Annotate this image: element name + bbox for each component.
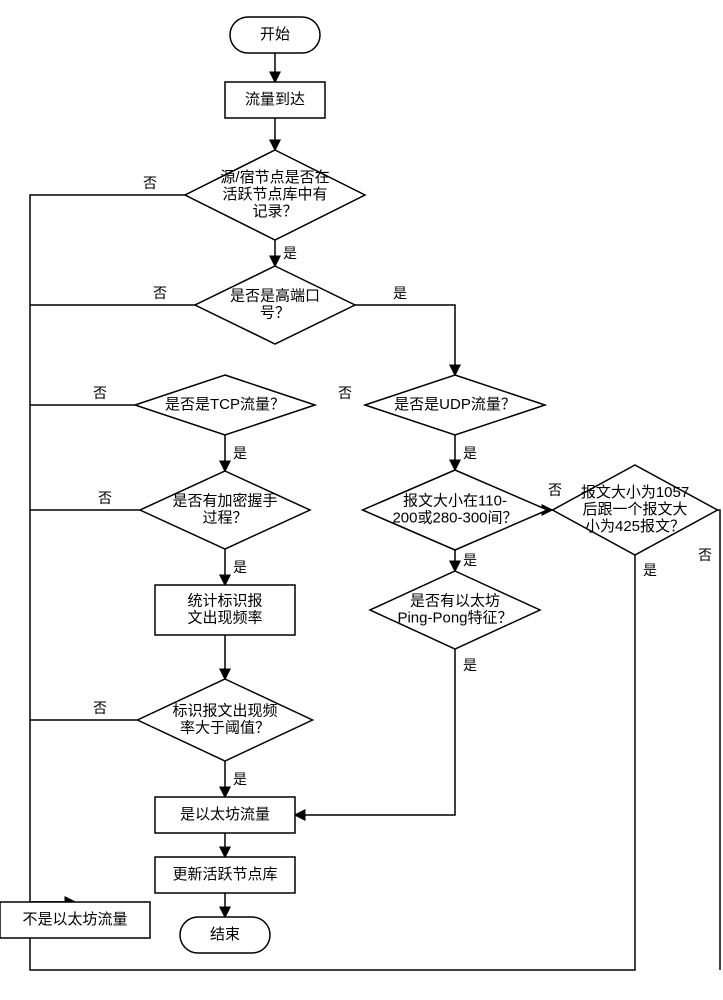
- flowchart-svg: 是否是否否是否是是否是否是是否是否开始流量到达源/宿节点是否在活跃节点库中有记录…: [0, 0, 723, 1000]
- node-label: 开始: [260, 26, 290, 43]
- node-d_pingpong: 是否有以太坊Ping-Pong特征？: [370, 571, 540, 649]
- node-label: 过程？: [202, 509, 247, 526]
- node-label: 更新活跃节点库: [172, 866, 277, 883]
- flow-edge: [717, 510, 720, 970]
- edge-label: 否: [338, 385, 352, 401]
- edge-label: 是: [463, 657, 477, 673]
- node-label: 流量到达: [245, 91, 305, 108]
- node-label: 是否有加密握手: [172, 492, 277, 509]
- node-label: 报文大小为1057: [581, 484, 689, 501]
- node-label: 号？: [260, 304, 290, 321]
- edge-label: 是: [283, 245, 297, 261]
- node-start: 开始: [230, 17, 320, 53]
- edge-label: 是: [233, 559, 247, 575]
- node-d_handshake: 是否有加密握手过程？: [140, 471, 310, 549]
- node-label: 小为425报文？: [585, 518, 685, 535]
- node-label: Ping-Pong特征？: [397, 609, 512, 626]
- edge-label: 是: [643, 562, 657, 578]
- node-d_active: 源/宿节点是否在活跃节点库中有记录？: [185, 150, 365, 240]
- edge-label: 否: [153, 285, 167, 301]
- node-label: 是否有以太坊: [410, 592, 500, 609]
- node-label: 记录？: [252, 203, 297, 220]
- node-label: 标识报文出现频: [172, 702, 277, 719]
- edge-label: 否: [143, 175, 157, 191]
- node-arrive: 流量到达: [225, 82, 325, 118]
- edge-label: 是: [233, 445, 247, 461]
- node-label: 结束: [210, 926, 240, 943]
- node-d_threshold: 标识报文出现频率大于阈值？: [138, 679, 313, 761]
- node-end: 结束: [180, 917, 270, 953]
- node-p_iseth: 是以太坊流量: [155, 797, 295, 833]
- node-d_size2: 报文大小为1057后跟一个报文大小为425报文？: [553, 465, 718, 555]
- flow-edge: [30, 195, 185, 902]
- node-label: 统计标识报: [187, 592, 262, 609]
- node-label: 源/宿节点是否在: [220, 169, 329, 186]
- flow-edge: [355, 305, 455, 375]
- node-label: 200或280-300间？: [392, 509, 517, 526]
- flow-edge: [295, 649, 455, 815]
- edge-label: 否: [698, 547, 712, 563]
- node-d_tcp: 是否是TCP流量？: [135, 375, 315, 435]
- node-label: 不是以太坊流量: [22, 911, 127, 928]
- node-d_size1: 报文大小在110-200或280-300间？: [363, 470, 548, 550]
- node-label: 活跃节点库中有: [222, 186, 327, 203]
- node-label: 文出现频率: [187, 609, 262, 626]
- edge-label: 否: [93, 700, 107, 716]
- node-label: 报文大小在110-: [403, 492, 507, 509]
- node-p_update: 更新活跃节点库: [155, 857, 295, 893]
- node-label: 是否是TCP流量？: [165, 396, 285, 413]
- node-p_noteth: 不是以太坊流量: [0, 902, 150, 938]
- edge-label: 是: [463, 552, 477, 568]
- node-label: 是否是高端口: [230, 287, 320, 304]
- edge-label: 否: [98, 490, 112, 506]
- node-label: 是以太坊流量: [180, 806, 270, 823]
- node-label: 后跟一个报文大: [582, 501, 687, 518]
- edge-label: 否: [93, 385, 107, 401]
- edge-label: 是: [463, 445, 477, 461]
- node-label: 率大于阈值？: [180, 719, 270, 736]
- node-label: 是否是UDP流量？: [394, 396, 516, 413]
- node-d_port: 是否是高端口号？: [195, 266, 355, 344]
- edge-label: 是: [393, 285, 407, 301]
- edge-label: 是: [233, 771, 247, 787]
- node-p_stat: 统计标识报文出现频率: [155, 585, 295, 635]
- node-d_udp: 是否是UDP流量？: [365, 375, 545, 435]
- edge-label: 否: [548, 482, 562, 498]
